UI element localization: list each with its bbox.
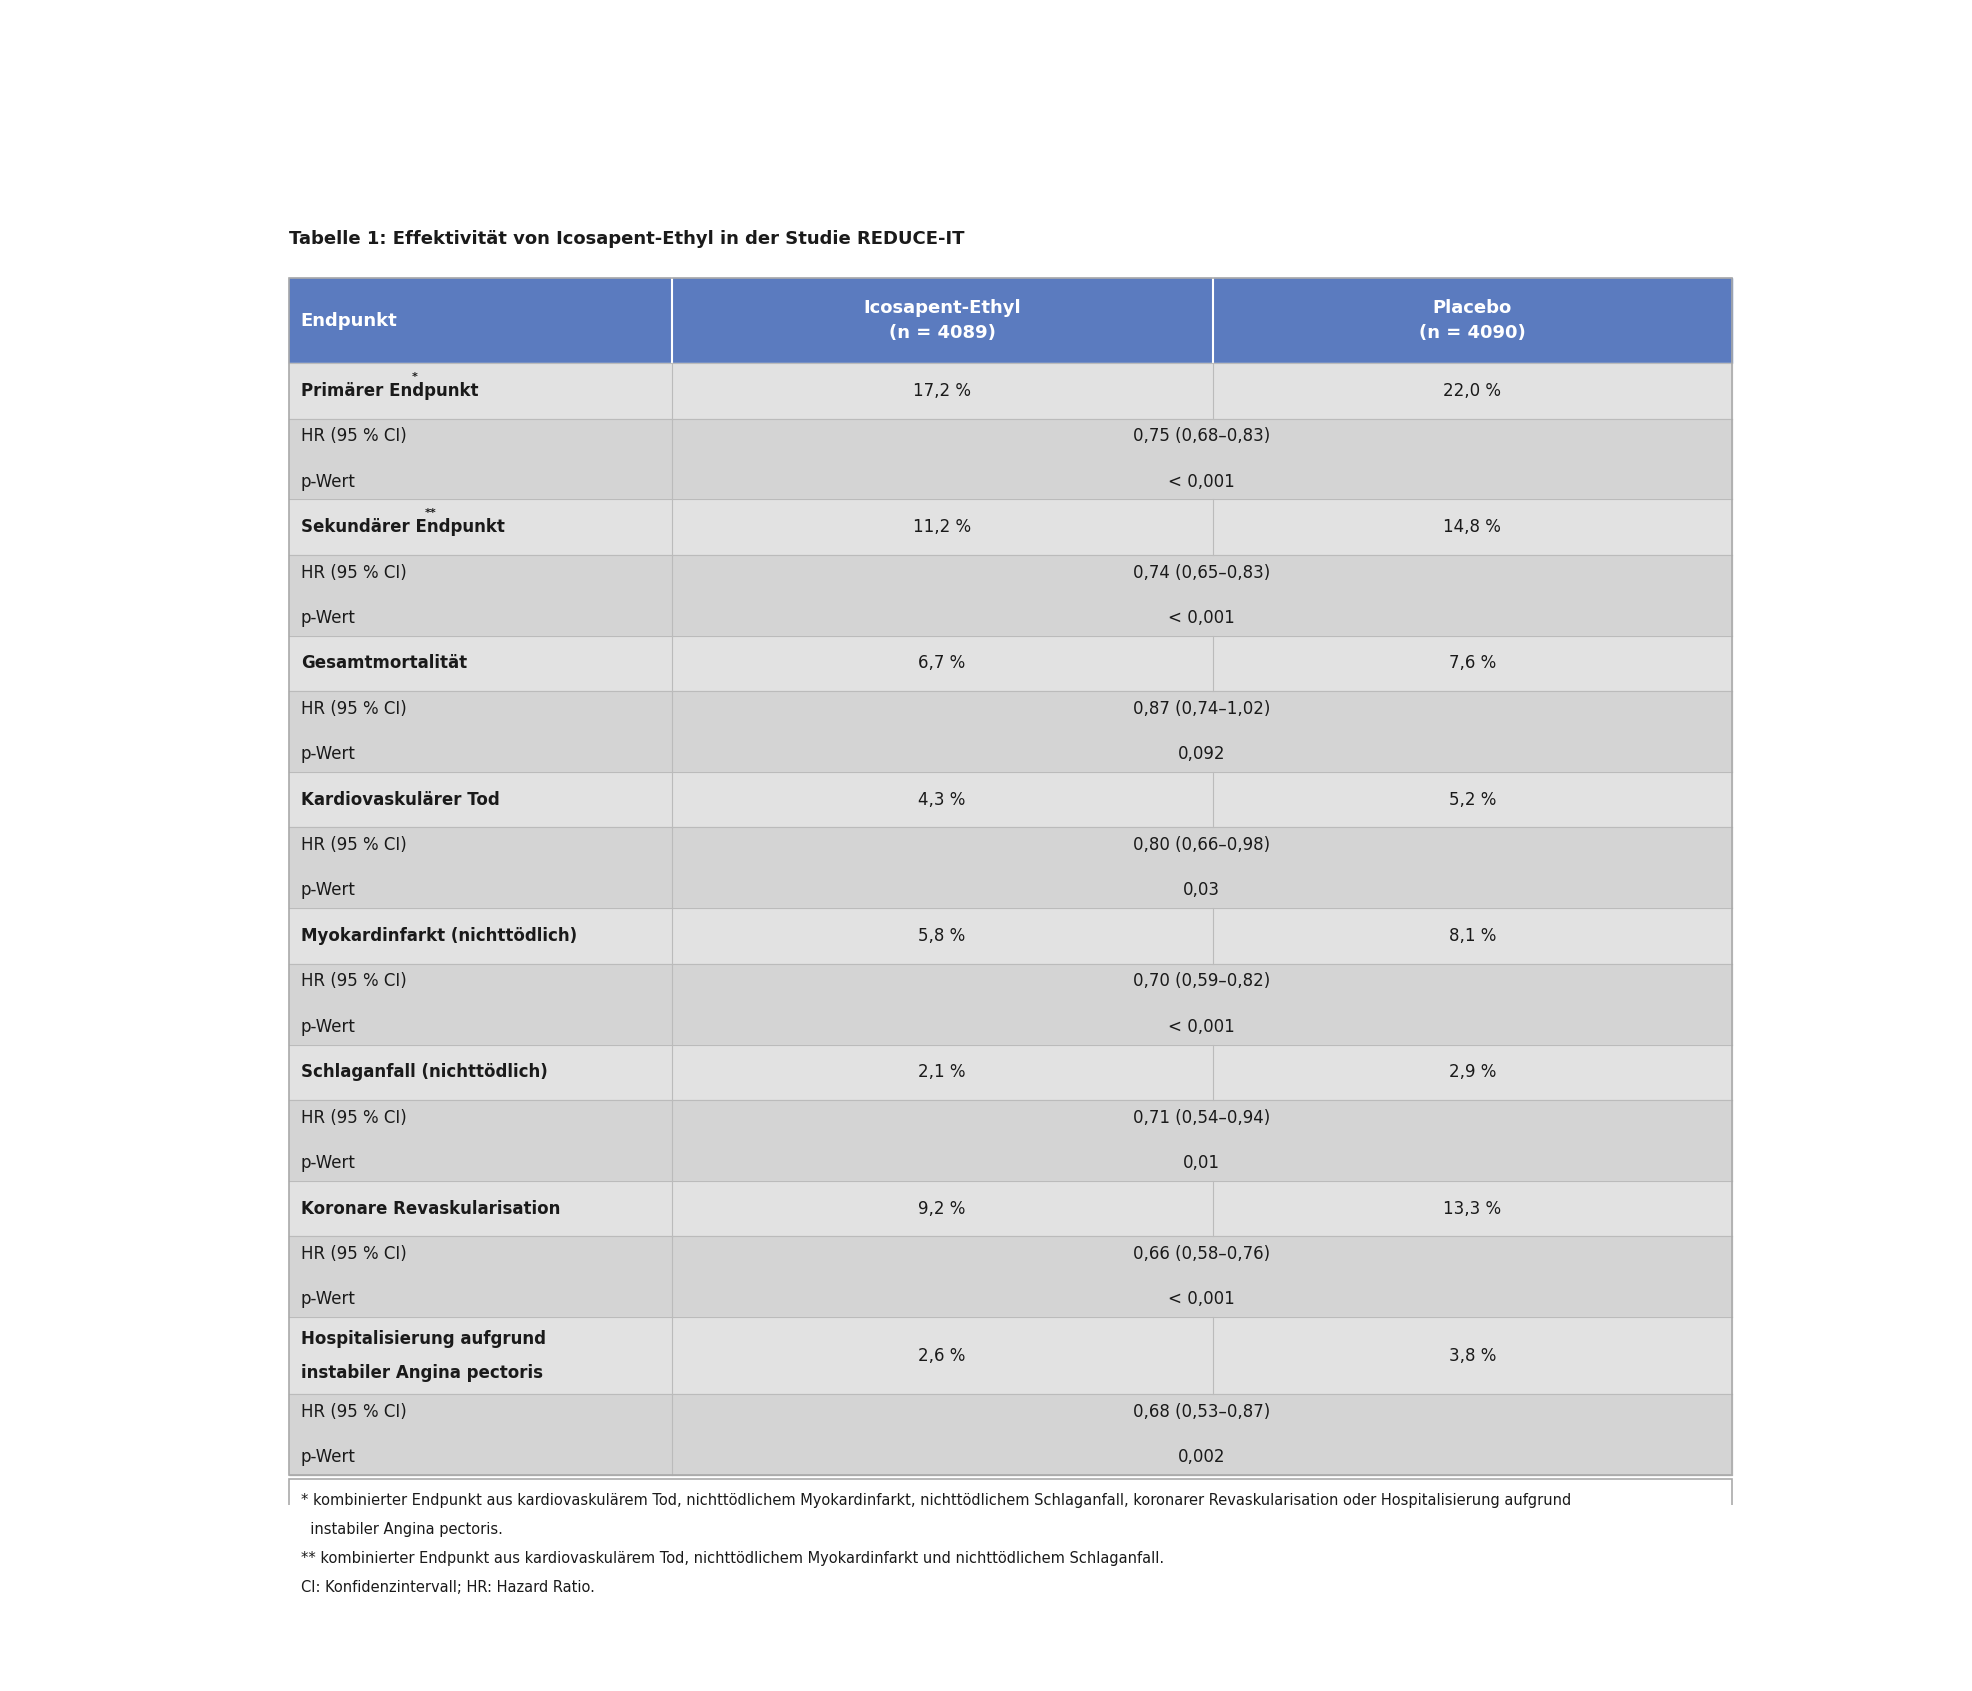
Bar [290, 418, 1731, 499]
Text: HR (95 % CI): HR (95 % CI) [302, 563, 406, 582]
Text: HR (95 % CI): HR (95 % CI) [302, 835, 406, 854]
Text: p-Wert: p-Wert [302, 1447, 355, 1466]
Text: CI: Konfidenzintervall; HR: Hazard Ratio.: CI: Konfidenzintervall; HR: Hazard Ratio… [302, 1581, 596, 1595]
Text: 4,3 %: 4,3 % [919, 791, 966, 808]
Text: Myokardinfarkt (nichttödlich): Myokardinfarkt (nichttödlich) [302, 927, 578, 945]
Text: 17,2 %: 17,2 % [913, 382, 970, 399]
Text: 0,01: 0,01 [1183, 1153, 1221, 1172]
Text: 22,0 %: 22,0 % [1444, 382, 1501, 399]
Bar [290, 636, 1731, 692]
Text: 2,1 %: 2,1 % [919, 1064, 966, 1081]
Bar [290, 692, 1731, 773]
Text: ** kombinierter Endpunkt aus kardiovaskulärem Tod, nichttödlichem Myokardinfarkt: ** kombinierter Endpunkt aus kardiovasku… [302, 1551, 1163, 1566]
Bar [290, 1317, 1731, 1393]
Text: < 0,001: < 0,001 [1169, 1018, 1234, 1037]
Text: 5,8 %: 5,8 % [919, 927, 966, 945]
Text: **: ** [424, 509, 436, 517]
Text: HR (95 % CI): HR (95 % CI) [302, 972, 406, 991]
Bar [290, 1099, 1731, 1180]
Bar [290, 499, 1731, 555]
Text: 0,75 (0,68–0,83): 0,75 (0,68–0,83) [1134, 428, 1270, 445]
Text: 0,03: 0,03 [1183, 881, 1221, 900]
Text: Kardiovaskulärer Tod: Kardiovaskulärer Tod [302, 791, 499, 808]
Bar [290, 1480, 1731, 1618]
Text: Endpunkt: Endpunkt [302, 311, 398, 330]
Text: 3,8 %: 3,8 % [1449, 1346, 1497, 1365]
Text: * kombinierter Endpunkt aus kardiovaskulärem Tod, nichttödlichem Myokardinfarkt,: * kombinierter Endpunkt aus kardiovaskul… [302, 1493, 1572, 1508]
Bar [290, 773, 1731, 827]
Text: p-Wert: p-Wert [302, 609, 355, 627]
Bar [290, 1180, 1731, 1236]
Text: 0,71 (0,54–0,94): 0,71 (0,54–0,94) [1134, 1109, 1270, 1126]
Text: Schlaganfall (nichttödlich): Schlaganfall (nichttödlich) [302, 1064, 548, 1081]
Bar [290, 1045, 1731, 1099]
Text: p-Wert: p-Wert [302, 881, 355, 900]
Text: 0,68 (0,53–0,87): 0,68 (0,53–0,87) [1134, 1404, 1270, 1420]
Text: 13,3 %: 13,3 % [1444, 1199, 1501, 1218]
Bar [290, 964, 1731, 1045]
Text: 0,74 (0,65–0,83): 0,74 (0,65–0,83) [1134, 563, 1270, 582]
Text: HR (95 % CI): HR (95 % CI) [302, 428, 406, 445]
Bar [290, 1236, 1731, 1317]
Text: p-Wert: p-Wert [302, 1018, 355, 1037]
Text: Koronare Revaskularisation: Koronare Revaskularisation [302, 1199, 560, 1218]
Text: 0,80 (0,66–0,98): 0,80 (0,66–0,98) [1134, 835, 1270, 854]
Text: 0,092: 0,092 [1177, 746, 1227, 763]
Text: 8,1 %: 8,1 % [1449, 927, 1497, 945]
Text: HR (95 % CI): HR (95 % CI) [302, 1109, 406, 1126]
Bar [290, 279, 1731, 364]
Text: instabiler Angina pectoris: instabiler Angina pectoris [302, 1363, 542, 1382]
Text: HR (95 % CI): HR (95 % CI) [302, 1404, 406, 1420]
Text: Hospitalisierung aufgrund: Hospitalisierung aufgrund [302, 1329, 546, 1348]
Text: HR (95 % CI): HR (95 % CI) [302, 1245, 406, 1263]
Text: 0,002: 0,002 [1177, 1447, 1227, 1466]
Text: 0,66 (0,58–0,76): 0,66 (0,58–0,76) [1134, 1245, 1270, 1263]
Text: p-Wert: p-Wert [302, 1153, 355, 1172]
Text: instabiler Angina pectoris.: instabiler Angina pectoris. [302, 1522, 503, 1537]
Bar [290, 827, 1731, 908]
Bar [290, 555, 1731, 636]
Text: Placebo
(n = 4090): Placebo (n = 4090) [1420, 299, 1526, 342]
Text: *: * [412, 372, 418, 382]
Text: Sekundärer Endpunkt: Sekundärer Endpunkt [302, 517, 505, 536]
Text: 11,2 %: 11,2 % [913, 517, 970, 536]
Text: p-Wert: p-Wert [302, 472, 355, 490]
Text: 14,8 %: 14,8 % [1444, 517, 1501, 536]
Text: p-Wert: p-Wert [302, 1290, 355, 1309]
Text: Gesamtmortalität: Gesamtmortalität [302, 654, 467, 673]
Text: 2,9 %: 2,9 % [1449, 1064, 1497, 1081]
Text: 9,2 %: 9,2 % [919, 1199, 966, 1218]
Text: < 0,001: < 0,001 [1169, 1290, 1234, 1309]
Text: 0,87 (0,74–1,02): 0,87 (0,74–1,02) [1134, 700, 1270, 719]
Text: Tabelle 1: Effektivität von Icosapent-Ethyl in der Studie REDUCE-IT: Tabelle 1: Effektivität von Icosapent-Et… [290, 230, 964, 249]
Bar [290, 1393, 1731, 1475]
Bar [290, 364, 1731, 418]
Text: 0,70 (0,59–0,82): 0,70 (0,59–0,82) [1134, 972, 1270, 991]
Text: 7,6 %: 7,6 % [1449, 654, 1497, 673]
Bar [290, 1480, 1731, 1618]
Text: < 0,001: < 0,001 [1169, 472, 1234, 490]
Text: 6,7 %: 6,7 % [919, 654, 966, 673]
Bar [290, 908, 1731, 964]
Text: < 0,001: < 0,001 [1169, 609, 1234, 627]
Text: Icosapent-Ethyl
(n = 4089): Icosapent-Ethyl (n = 4089) [864, 299, 1021, 342]
Text: 5,2 %: 5,2 % [1449, 791, 1497, 808]
Text: p-Wert: p-Wert [302, 746, 355, 763]
Text: Primärer Endpunkt: Primärer Endpunkt [302, 382, 479, 399]
Text: HR (95 % CI): HR (95 % CI) [302, 700, 406, 719]
Text: 2,6 %: 2,6 % [919, 1346, 966, 1365]
